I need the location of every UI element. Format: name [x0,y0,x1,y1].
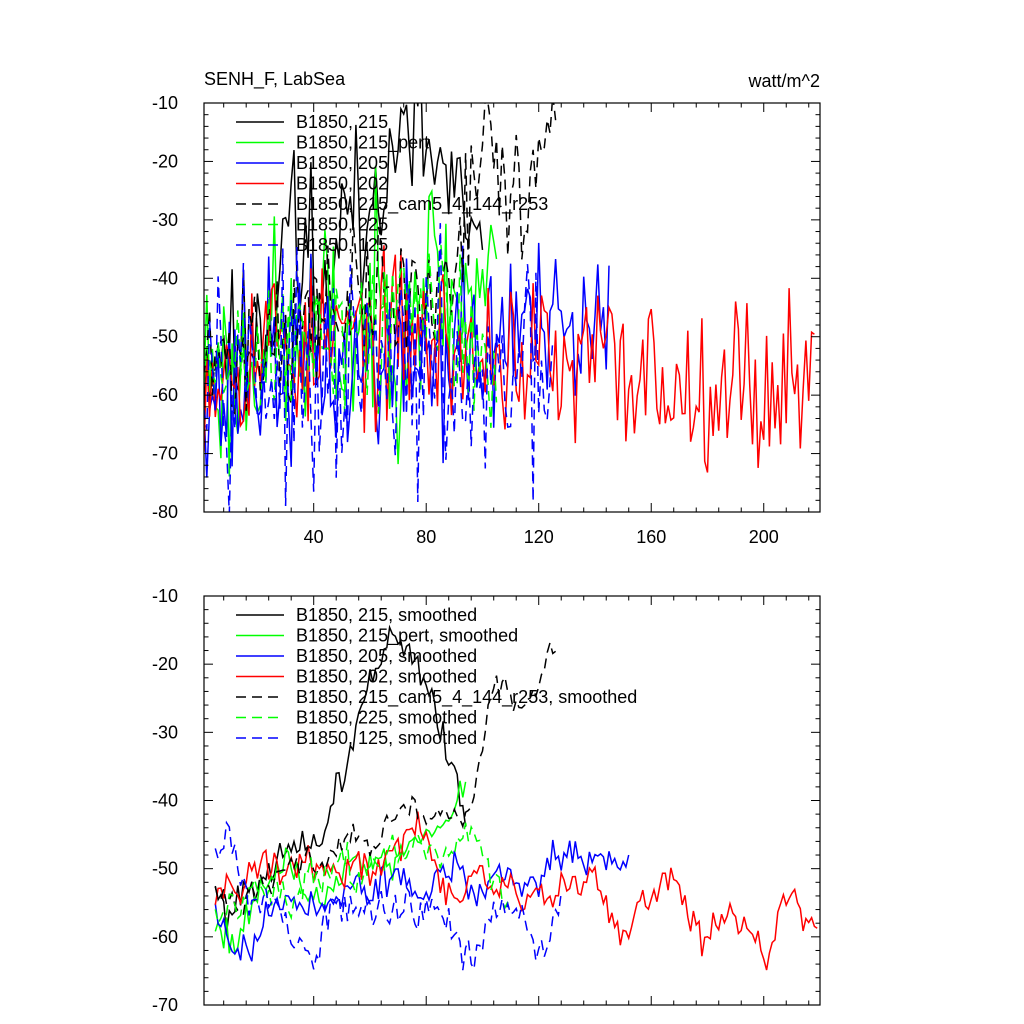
legend-label: B1850, 225 [296,215,388,235]
y-tick-label: -70 [152,995,178,1015]
plot-frame [203,102,821,513]
legend-label: B1850, 202 [296,174,388,194]
series-line-6 [214,822,509,926]
legend-label: B1850, 215 [296,112,388,132]
y-tick-label: -20 [152,654,178,674]
series-line-7 [204,223,554,512]
figure-title: SENH_F, LabSea [204,69,346,90]
x-tick-label: 120 [524,527,554,547]
x-tick-label: 160 [636,527,666,547]
axis-ticks [204,102,820,513]
legend-label: B1850, 205, smoothed [296,646,477,666]
top-panel-raw: -10 -20 -30 -40 -50 -60 -70 -80 40 80 120 160 200 B18… [152,93,821,547]
series-lines [214,624,818,972]
series-line-5 [214,639,557,915]
y-tick-label: -40 [152,268,178,288]
y-tick-label: -70 [152,444,178,464]
y-tick-label: -50 [152,327,178,347]
x-tick-label: 200 [749,527,779,547]
series-line-2 [214,780,467,956]
y-tick-label: -60 [152,385,178,405]
legend-label: B1850, 215_cam5_4_144_r253 [296,194,548,215]
x-tick-label: 80 [416,527,436,547]
legend-label: B1850, 205 [296,153,388,173]
series-line-4 [204,245,815,473]
legend-label: B1850, 215_cam5_4_144_r253, smoothed [296,687,637,708]
legend-label: B1850, 215_pert [296,133,429,154]
legend-label: B1850, 215, smoothed [296,605,477,625]
x-tick-label: 40 [304,527,324,547]
y-tick-label: -10 [152,586,178,606]
legend-label: B1850, 215_pert, smoothed [296,626,518,647]
y-tick-label: -80 [152,502,178,522]
y-tick-label: -40 [152,791,178,811]
legend-label: B1850, 202, smoothed [296,667,477,687]
y-tick-label: -20 [152,151,178,171]
legend-label: B1850, 125 [296,235,388,255]
y-tick-label: -50 [152,859,178,879]
legend-label: B1850, 225, smoothed [296,708,477,728]
series-line-3 [214,839,630,962]
y-tick-label: -60 [152,927,178,947]
y-tick-label: -10 [152,93,178,113]
axis-ticks [204,595,820,1006]
series-lines [204,103,815,512]
series-line-1 [214,624,467,934]
series-line-4 [214,811,818,971]
y-tick-label: -30 [152,210,178,230]
bottom-panel-smoothed: -10 -20 -30 -40 -50 -60 -70 B1850, 215, smoothe… [152,586,821,1015]
y-tick-label: -30 [152,722,178,742]
figure-units: watt/m^2 [748,71,820,91]
series-line-7 [214,820,562,972]
series-line-6 [204,236,498,428]
legend-label: B1850, 125, smoothed [296,728,477,748]
series-line-3 [204,242,610,478]
